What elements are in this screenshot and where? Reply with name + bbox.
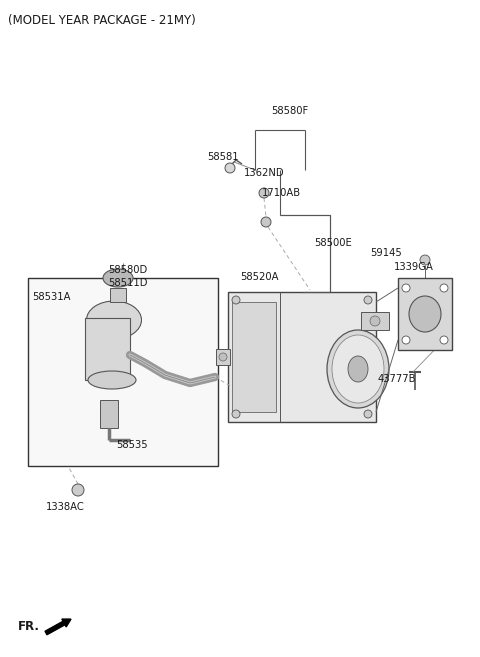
- Circle shape: [440, 284, 448, 292]
- Bar: [232, 302, 276, 412]
- Circle shape: [72, 484, 84, 496]
- Text: 58520A: 58520A: [240, 272, 278, 282]
- Bar: [361, 312, 389, 330]
- Text: 58581: 58581: [207, 152, 239, 162]
- Circle shape: [440, 336, 448, 344]
- FancyArrow shape: [45, 619, 71, 635]
- Ellipse shape: [86, 301, 142, 339]
- Circle shape: [232, 296, 240, 304]
- Ellipse shape: [103, 269, 133, 287]
- Circle shape: [259, 188, 269, 198]
- Text: 1362ND: 1362ND: [244, 168, 285, 178]
- Circle shape: [261, 217, 271, 227]
- Bar: [216, 349, 230, 365]
- Bar: [28, 278, 218, 466]
- Text: 1710AB: 1710AB: [262, 188, 301, 198]
- Bar: [85, 318, 130, 380]
- Ellipse shape: [348, 356, 368, 382]
- Text: 58535: 58535: [116, 440, 148, 450]
- Text: FR.: FR.: [18, 620, 40, 633]
- Text: 1338AC: 1338AC: [46, 502, 85, 512]
- Text: 59145: 59145: [370, 248, 402, 258]
- Text: 58580F: 58580F: [271, 106, 308, 116]
- Circle shape: [364, 410, 372, 418]
- Circle shape: [364, 296, 372, 304]
- Ellipse shape: [88, 371, 136, 389]
- Circle shape: [402, 284, 410, 292]
- Text: 58511D: 58511D: [108, 278, 147, 288]
- Ellipse shape: [327, 330, 389, 408]
- Circle shape: [402, 336, 410, 344]
- Ellipse shape: [409, 296, 441, 332]
- Bar: [228, 292, 376, 422]
- Circle shape: [225, 163, 235, 173]
- Bar: [398, 278, 452, 350]
- Text: 58580D: 58580D: [108, 265, 147, 275]
- Text: 43777B: 43777B: [378, 374, 417, 384]
- Text: 58500E: 58500E: [314, 238, 352, 248]
- Ellipse shape: [332, 335, 384, 403]
- Circle shape: [219, 353, 227, 361]
- Text: (MODEL YEAR PACKAGE - 21MY): (MODEL YEAR PACKAGE - 21MY): [8, 14, 196, 27]
- Circle shape: [420, 255, 430, 265]
- Bar: [110, 288, 126, 302]
- Text: 58531A: 58531A: [32, 292, 71, 302]
- Text: 1339GA: 1339GA: [394, 262, 434, 272]
- Circle shape: [232, 410, 240, 418]
- Ellipse shape: [370, 316, 380, 326]
- Bar: [100, 400, 118, 428]
